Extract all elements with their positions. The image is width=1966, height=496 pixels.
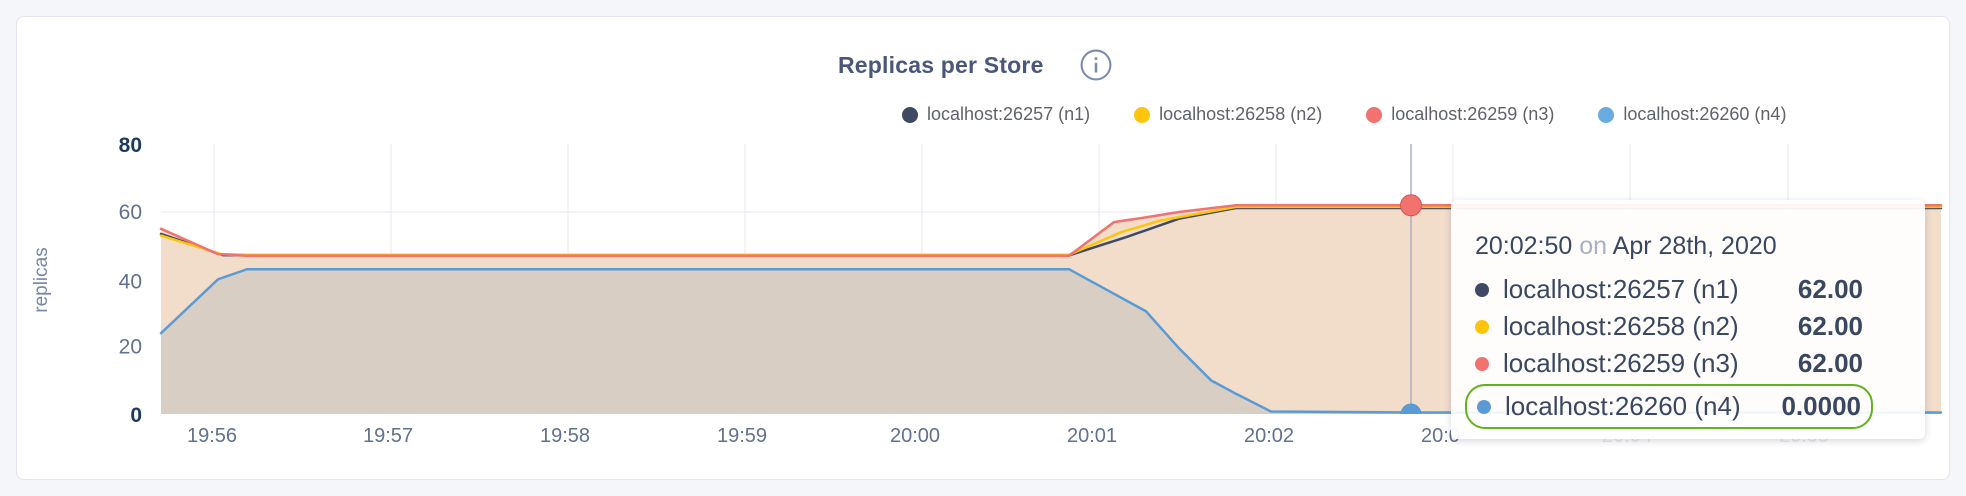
svg-text:19:56: 19:56 — [187, 425, 237, 447]
svg-text:19:58: 19:58 — [540, 425, 590, 447]
svg-text:20:02: 20:02 — [1244, 425, 1294, 447]
svg-text:19:59: 19:59 — [717, 425, 767, 447]
svg-text:40: 40 — [119, 271, 142, 294]
svg-text:19:57: 19:57 — [363, 425, 413, 447]
svg-text:20:01: 20:01 — [1067, 425, 1117, 447]
svg-text:replicas: replicas — [31, 247, 52, 312]
svg-text:0: 0 — [130, 404, 142, 427]
svg-text:80: 80 — [119, 134, 142, 157]
svg-text:60: 60 — [119, 201, 142, 224]
svg-text:20: 20 — [119, 336, 142, 359]
svg-text:20:00: 20:00 — [890, 425, 940, 447]
